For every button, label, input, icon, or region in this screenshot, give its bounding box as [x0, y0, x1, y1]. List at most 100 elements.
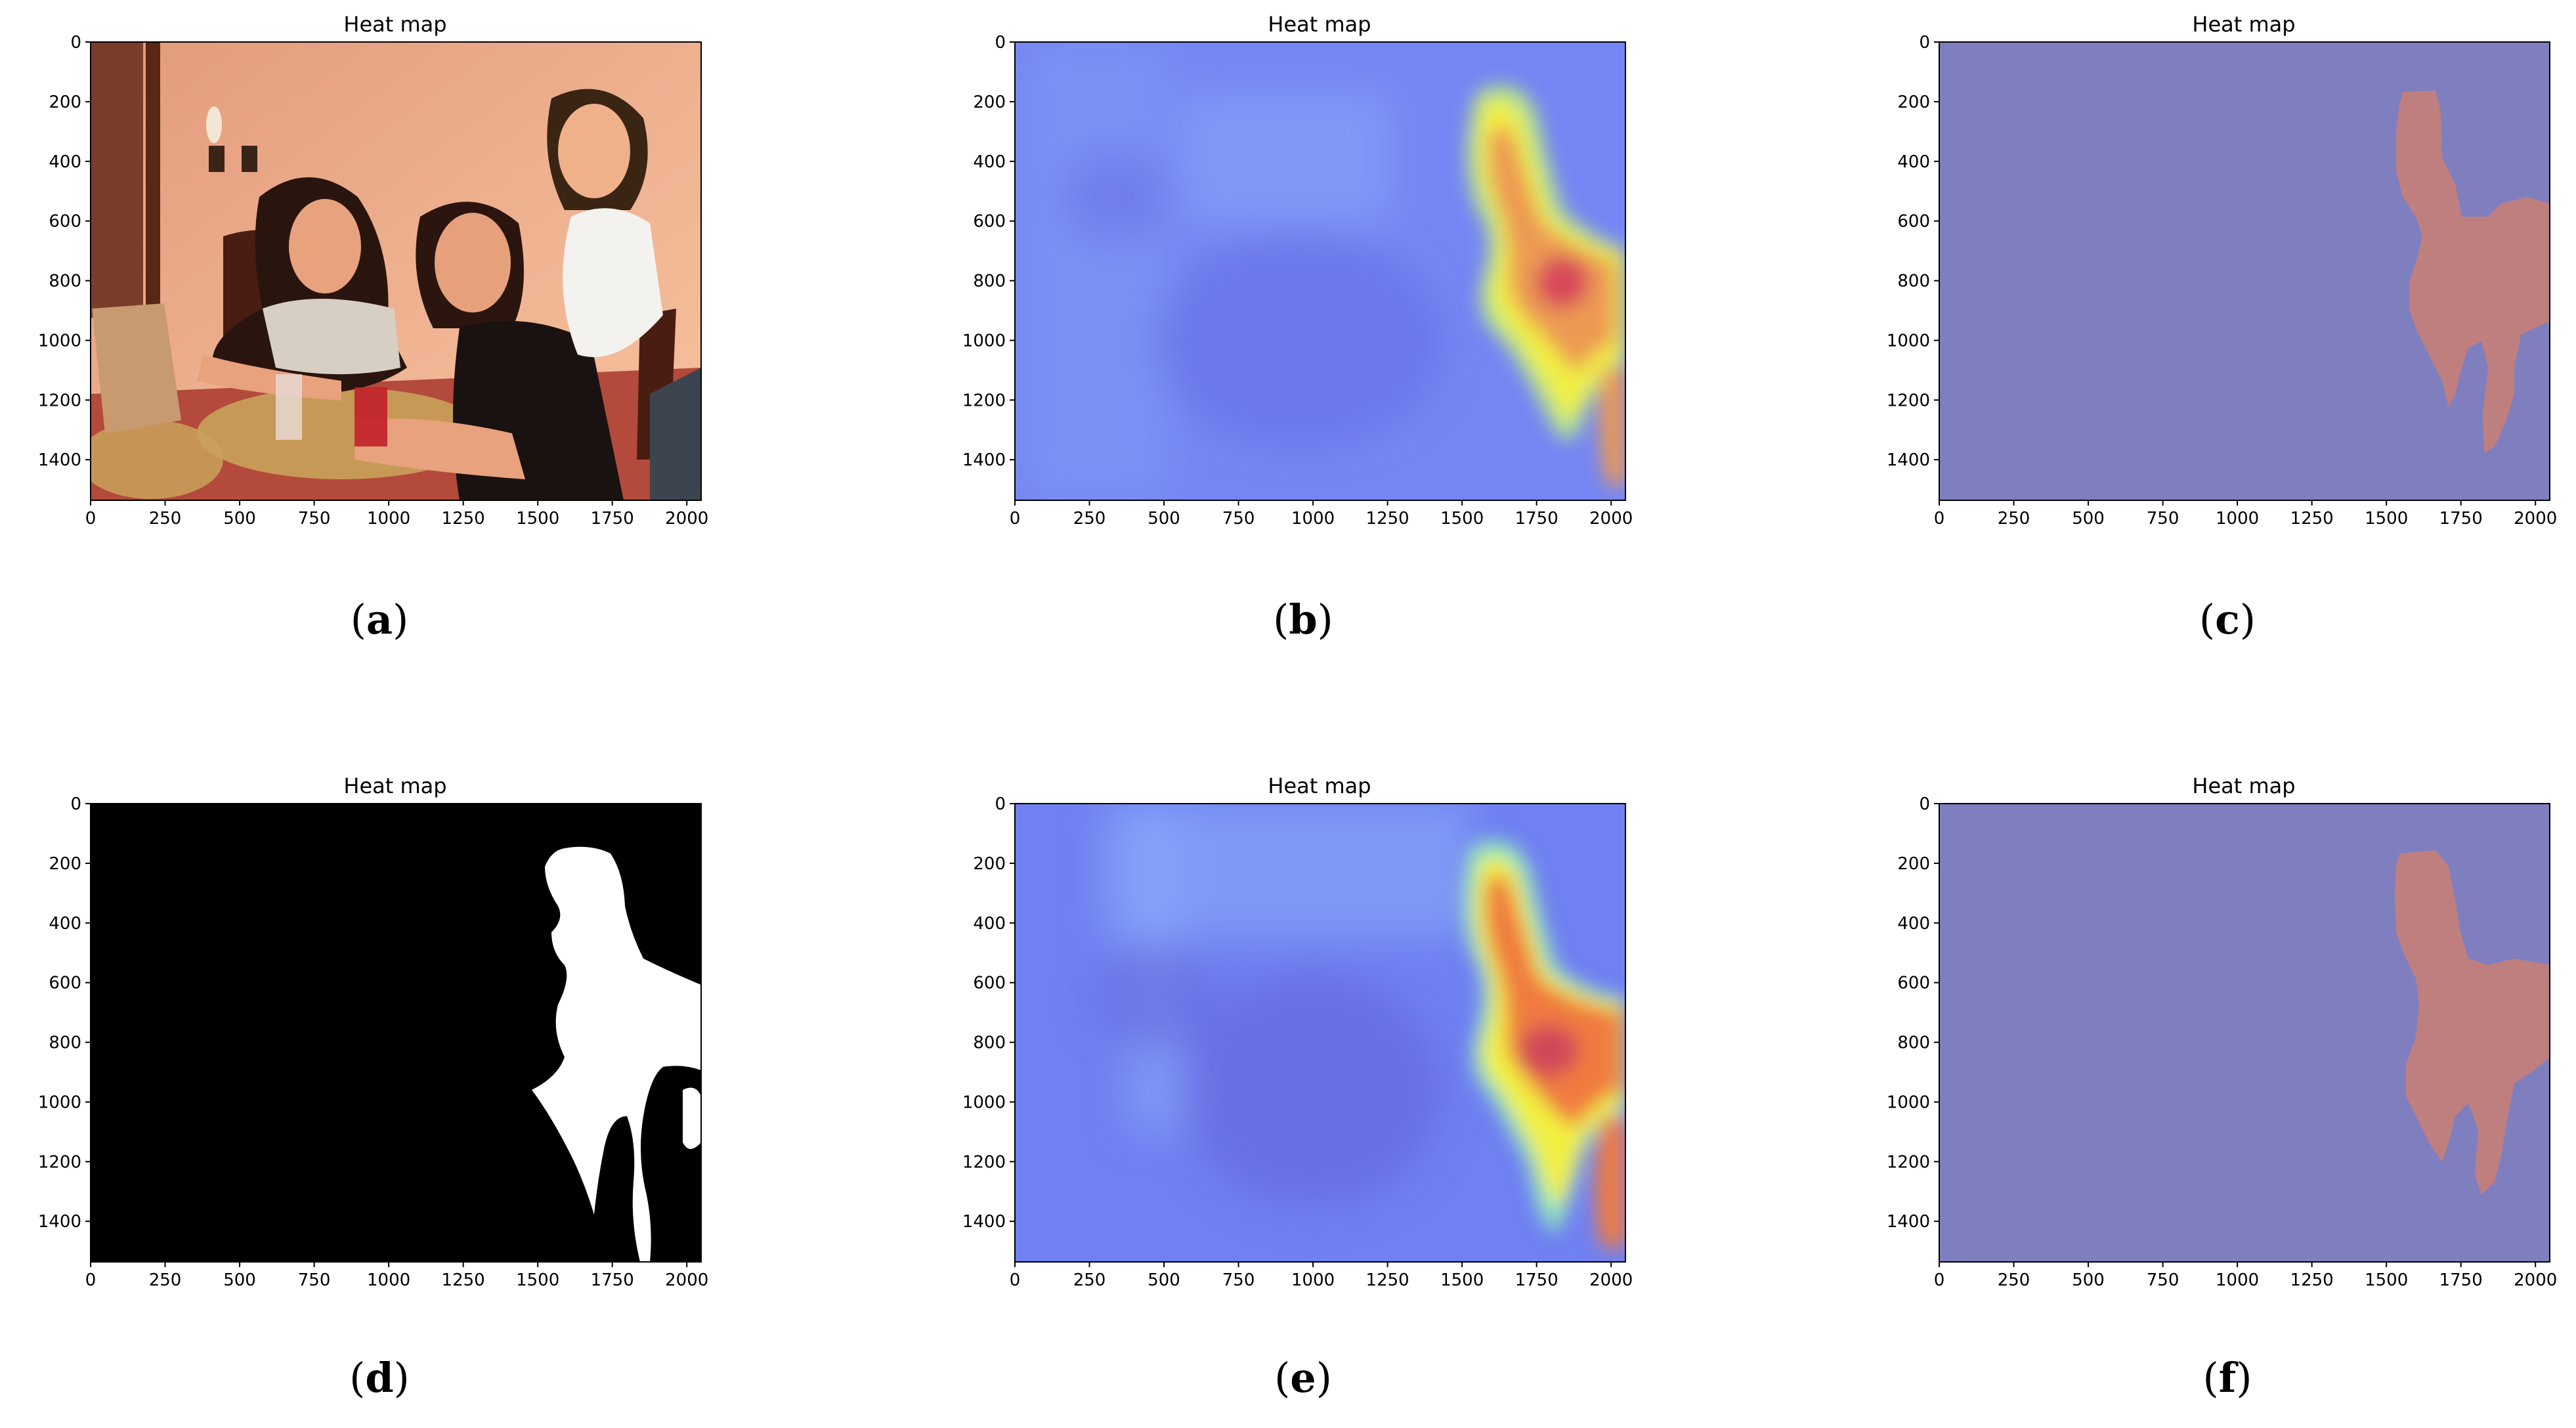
y-axis: 0 200 400 600 800 1000 1200 1400: [38, 794, 91, 1232]
caption-letter: e: [1290, 1354, 1316, 1402]
y-tick-label: 200: [1897, 854, 1930, 874]
x-tick-label: 2000: [2514, 1270, 2557, 1290]
x-tick-label: 750: [298, 509, 331, 529]
axes-frame: [1939, 41, 2550, 501]
panel-c: Heat map 0 250 500 750 1000 1250 1500 1750 2000 …: [1887, 12, 2557, 529]
photo-wall-deco: [242, 146, 257, 172]
photo-door-frame: [146, 42, 160, 318]
x-tick-label: 1000: [1291, 1270, 1335, 1290]
axes-frame: [1014, 41, 1626, 501]
y-tick-label: 1400: [1887, 1212, 1930, 1232]
photo-person-arm: [354, 418, 525, 479]
y-tick-label: 800: [1897, 1033, 1930, 1053]
x-tick-label: 1750: [2439, 509, 2483, 529]
y-tick-label: 200: [973, 93, 1006, 112]
panel-title: Heat map: [343, 773, 446, 798]
y-tick-label: 800: [49, 272, 81, 292]
y-tick-label: 0: [1919, 33, 1930, 53]
y-tick-label: 1000: [962, 1093, 1006, 1112]
x-tick-label: 2000: [665, 509, 708, 529]
y-tick-label: 800: [973, 1033, 1006, 1053]
y-tick-label: 800: [49, 1033, 81, 1053]
x-tick-label: 1500: [2365, 1270, 2408, 1290]
x-tick-label: 0: [1934, 509, 1945, 529]
y-tick-label: 400: [49, 914, 81, 934]
y-tick-label: 200: [49, 854, 81, 874]
x-tick-label: 1750: [591, 509, 634, 529]
y-tick-label: 800: [1897, 272, 1930, 292]
x-tick-label: 1000: [1291, 509, 1335, 529]
x-tick-label: 0: [85, 1270, 97, 1290]
x-tick-label: 500: [1148, 509, 1180, 529]
x-tick-label: 1500: [1440, 1270, 1484, 1290]
y-tick-label: 1400: [1887, 450, 1930, 470]
photo-bag: [92, 303, 181, 433]
x-tick-label: 750: [1222, 509, 1255, 529]
y-tick-label: 200: [1897, 93, 1930, 112]
y-tick-label: 1000: [38, 331, 81, 351]
x-tick-label: 1750: [1515, 509, 1558, 529]
panel-b: Heat map 0 250 5: [962, 12, 1633, 529]
x-tick-label: 750: [2147, 509, 2179, 529]
mask-region: [683, 1087, 701, 1149]
axes-frame: [90, 41, 702, 501]
panel-d-image: [90, 803, 702, 1263]
x-tick-label: 1000: [2216, 509, 2259, 529]
photo-wall-deco: [209, 146, 225, 172]
x-tick-label: 2000: [1589, 509, 1633, 529]
y-tick-label: 600: [1897, 974, 1930, 993]
panel-d: Heat map 0 250 500 750 1000 1250 1500 1750 2000 …: [38, 773, 708, 1290]
heat-region: [1467, 85, 1625, 486]
y-axis: 0 200 400 600 800 1000 1200 1400: [962, 794, 1015, 1232]
x-tick-label: 250: [1073, 1270, 1106, 1290]
y-axis: 0 200 400 600 800 1000 1200 1400: [38, 33, 91, 470]
photo-person-jeans: [650, 368, 701, 500]
y-tick-label: 1000: [1887, 1093, 1930, 1112]
photo-glass: [354, 387, 387, 446]
panel-title: Heat map: [2192, 12, 2295, 37]
x-tick-label: 1750: [1515, 1270, 1558, 1290]
y-tick-label: 1000: [1887, 331, 1930, 351]
caption-letter: c: [2215, 595, 2240, 643]
x-tick-label: 500: [1148, 1270, 1180, 1290]
x-tick-label: 750: [2147, 1270, 2179, 1290]
x-tick-label: 2000: [2514, 509, 2557, 529]
y-tick-label: 0: [1919, 794, 1930, 814]
y-tick-label: 400: [973, 152, 1006, 172]
x-tick-label: 1250: [1366, 1270, 1409, 1290]
y-tick-label: 0: [70, 33, 81, 53]
panel-caption-d: (d): [349, 1354, 410, 1402]
panel-title: Heat map: [343, 12, 446, 37]
x-tick-label: 1000: [367, 509, 410, 529]
x-tick-label: 250: [1998, 1270, 2030, 1290]
x-tick-label: 250: [149, 1270, 182, 1290]
caption-letter: f: [2219, 1354, 2239, 1402]
x-axis: 0 250 500 750 1000 1250 1500 1750 2000: [1010, 1262, 1633, 1290]
x-tick-label: 1250: [2290, 1270, 2334, 1290]
x-tick-label: 1250: [2290, 509, 2334, 529]
x-tick-label: 1750: [591, 1270, 634, 1290]
y-tick-label: 200: [49, 93, 81, 112]
panel-title: Heat map: [2192, 773, 2295, 798]
axes-frame: [1014, 803, 1626, 1263]
y-tick-label: 0: [995, 794, 1006, 814]
y-tick-label: 400: [49, 152, 81, 172]
caption-letter: d: [365, 1354, 393, 1402]
y-tick-label: 1400: [38, 450, 81, 470]
x-tick-label: 1500: [1440, 509, 1484, 529]
panel-c-image: [1939, 41, 2550, 501]
x-tick-label: 500: [223, 1270, 256, 1290]
x-axis: 0 250 500 750 1000 1250 1500 1750 2000: [1934, 500, 2557, 529]
x-tick-label: 1250: [1366, 509, 1409, 529]
y-tick-label: 1400: [962, 450, 1006, 470]
heat-background-texture: [1096, 804, 1470, 1208]
y-tick-label: 600: [49, 212, 81, 232]
x-tick-label: 1750: [2439, 1270, 2483, 1290]
panel-title: Heat map: [1268, 12, 1371, 37]
y-tick-label: 1200: [1887, 1152, 1930, 1172]
x-tick-label: 500: [2072, 509, 2105, 529]
heat-background-texture: [1024, 42, 1444, 500]
photo-person-arm: [197, 355, 341, 400]
x-tick-label: 1250: [442, 1270, 485, 1290]
